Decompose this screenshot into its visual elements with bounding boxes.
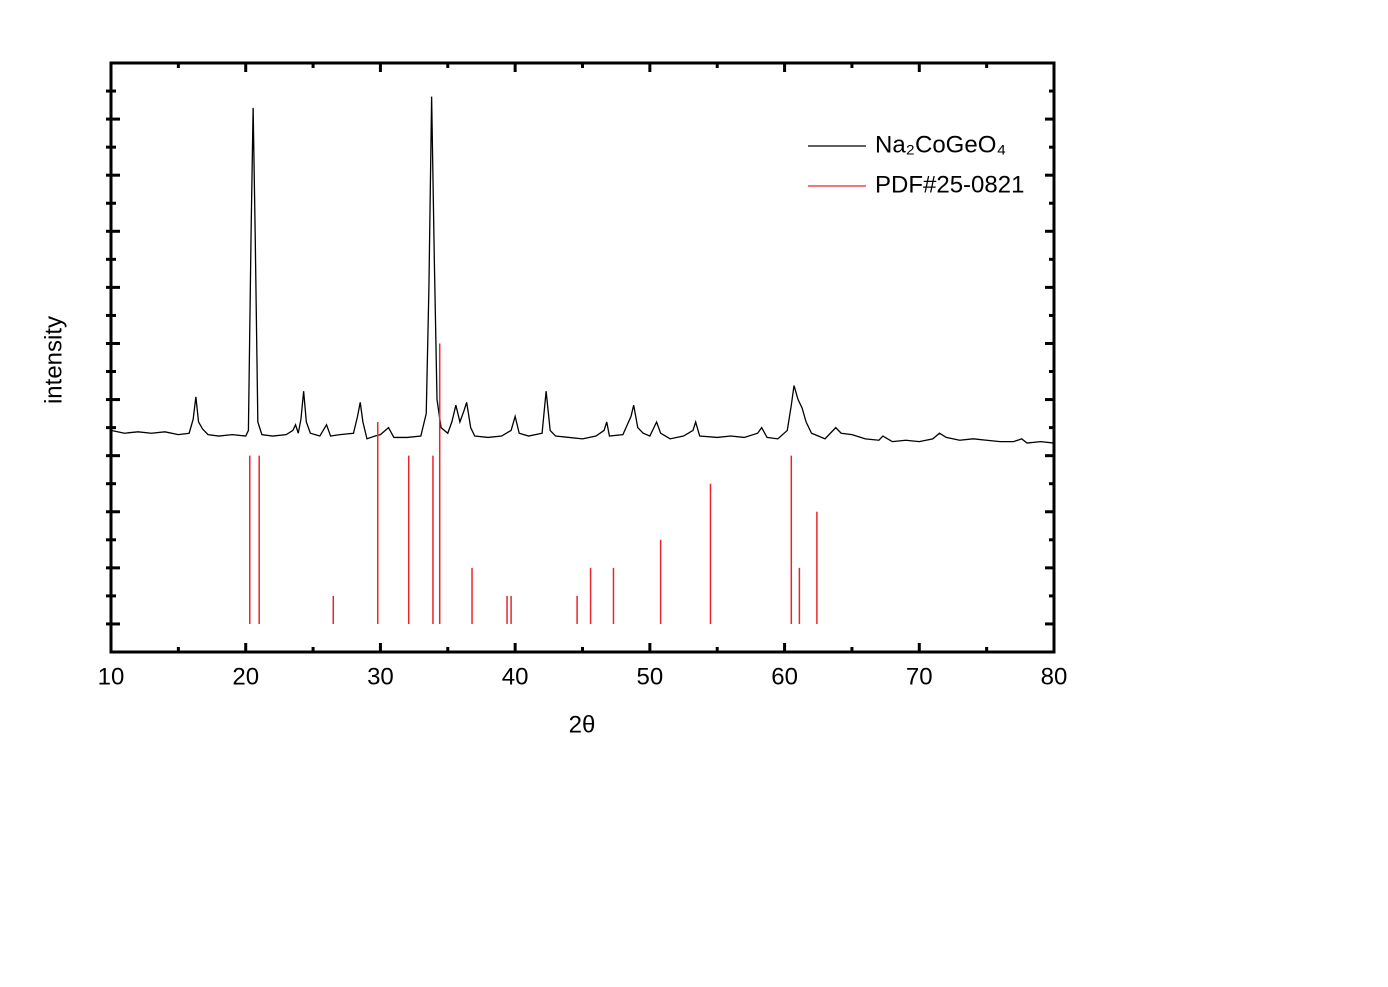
data-line [110,96,1055,444]
y-axis-title: intensity [40,316,67,404]
x-tick-label: 60 [771,663,798,690]
legend-label: Na₂CoGeO₄ [875,131,1006,158]
legend-label: PDF#25-0821 [875,171,1024,198]
plot-frame [109,61,1056,654]
x-axis-title: 2θ [569,711,596,738]
x-tick-label: 10 [98,663,125,690]
x-tick-label: 20 [232,663,259,690]
x-tick-label: 50 [637,663,664,690]
x-tick-label: 30 [367,663,394,690]
x-tick-label: 40 [502,663,529,690]
x-tick-label: 70 [906,663,933,690]
x-tick-label: 80 [1041,663,1068,690]
